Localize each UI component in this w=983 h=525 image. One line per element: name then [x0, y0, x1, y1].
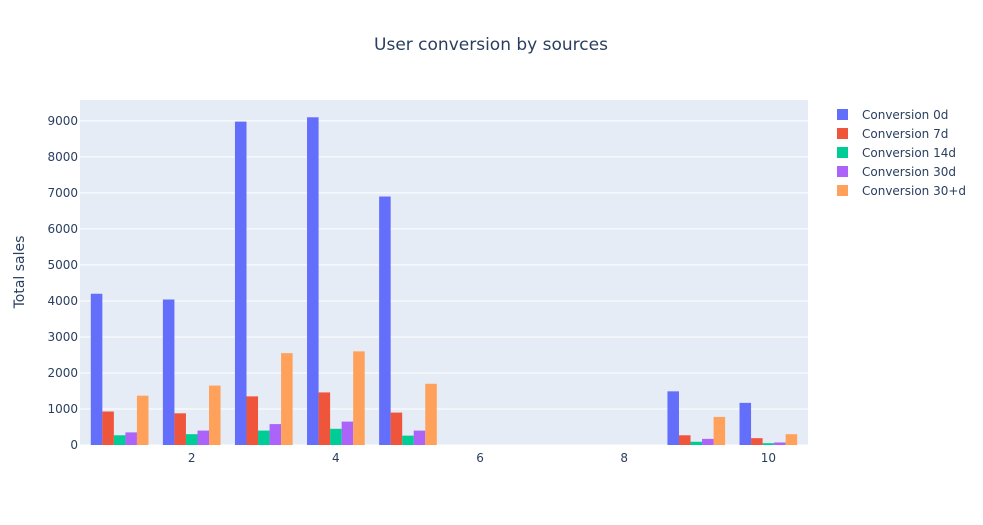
bar[interactable]: [413, 430, 426, 445]
bar[interactable]: [209, 385, 221, 445]
bar[interactable]: [739, 402, 752, 445]
bar[interactable]: [234, 121, 247, 445]
bar[interactable]: [269, 424, 282, 445]
bar[interactable]: [353, 351, 365, 445]
bar[interactable]: [90, 293, 103, 445]
legend-swatch: [837, 128, 848, 139]
bar[interactable]: [174, 413, 186, 445]
bar[interactable]: [390, 412, 403, 445]
y-tick-label: 5000: [47, 258, 78, 272]
legend[interactable]: Conversion 0d Conversion 7d Conversion 14d…: [837, 108, 966, 198]
bars: [90, 117, 798, 445]
legend-swatch: [837, 166, 848, 177]
legend-item[interactable]: Conversion 30d: [837, 165, 956, 179]
bar[interactable]: [318, 392, 331, 445]
bar[interactable]: [258, 430, 270, 445]
bar[interactable]: [690, 441, 703, 445]
bar[interactable]: [330, 428, 342, 445]
y-tick-label: 8000: [47, 150, 78, 164]
legend-item[interactable]: Conversion 14d: [837, 146, 956, 160]
x-tick-label: 10: [761, 451, 776, 465]
bar[interactable]: [136, 395, 149, 445]
legend-label: Conversion 7d: [862, 127, 948, 141]
legend-label: Conversion 30d: [862, 165, 956, 179]
y-tick-label: 3000: [47, 330, 78, 344]
bar[interactable]: [774, 442, 786, 445]
x-tick-labels: 2 4 6 8 10: [188, 451, 776, 465]
y-tick-label: 2000: [47, 366, 78, 380]
y-tick-label: 1000: [47, 402, 78, 416]
y-tick-label: 0: [70, 438, 78, 452]
bar[interactable]: [751, 438, 763, 445]
bar[interactable]: [762, 443, 775, 445]
bar[interactable]: [281, 353, 293, 445]
bar[interactable]: [102, 411, 114, 445]
bar[interactable]: [667, 391, 679, 445]
legend-swatch: [837, 185, 848, 196]
legend-label: Conversion 0d: [862, 108, 948, 122]
bar[interactable]: [162, 299, 175, 445]
bar[interactable]: [113, 435, 126, 445]
x-tick-label: 6: [476, 451, 484, 465]
plot-area: [80, 100, 808, 445]
y-tick-labels: 0 1000 2000 3000 4000 5000 6000 7000 8000 9000: [47, 114, 78, 452]
bar[interactable]: [185, 434, 198, 445]
y-tick-label: 4000: [47, 294, 78, 308]
chart-title: User conversion by sources: [374, 35, 608, 55]
x-tick-label: 4: [332, 451, 340, 465]
legend-item[interactable]: Conversion 0d: [837, 108, 948, 122]
bar[interactable]: [341, 421, 354, 445]
x-tick-label: 2: [188, 451, 196, 465]
bar[interactable]: [246, 396, 259, 445]
bar[interactable]: [425, 383, 437, 445]
legend-swatch: [837, 147, 848, 158]
legend-item[interactable]: Conversion 30+d: [837, 184, 966, 198]
legend-label: Conversion 14d: [862, 146, 956, 160]
legend-item[interactable]: Conversion 7d: [837, 127, 948, 141]
bar[interactable]: [702, 438, 714, 445]
x-tick-label: 8: [620, 451, 628, 465]
bar[interactable]: [197, 430, 210, 445]
legend-label: Conversion 30+d: [862, 184, 966, 198]
bar[interactable]: [713, 416, 726, 445]
bar[interactable]: [379, 196, 391, 445]
y-axis-title: Total sales: [12, 236, 28, 310]
y-tick-label: 9000: [47, 114, 78, 128]
bar[interactable]: [678, 435, 691, 445]
legend-swatch: [837, 109, 848, 120]
bar[interactable]: [307, 117, 319, 445]
y-tick-label: 7000: [47, 186, 78, 200]
bar[interactable]: [785, 434, 798, 445]
bar[interactable]: [125, 432, 137, 445]
bar[interactable]: [402, 435, 414, 445]
gridlines: [80, 120, 808, 446]
y-tick-label: 6000: [47, 222, 78, 236]
